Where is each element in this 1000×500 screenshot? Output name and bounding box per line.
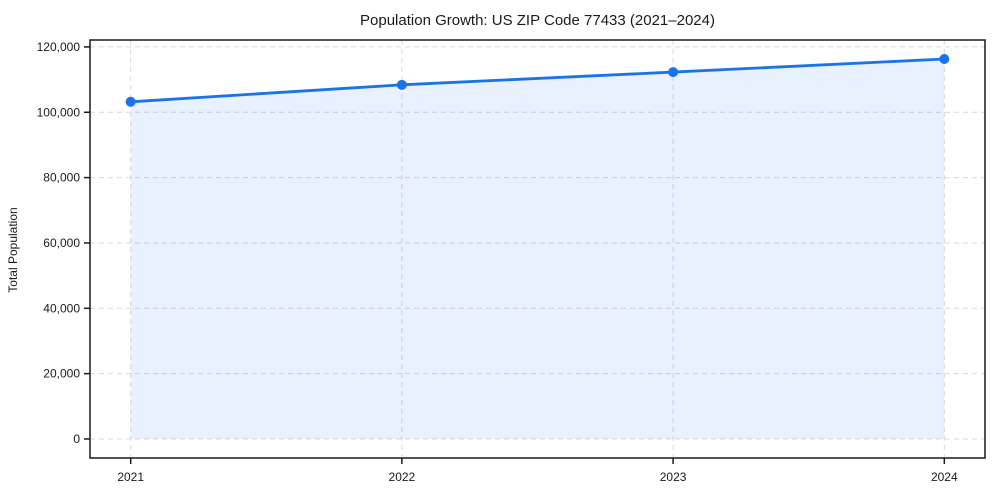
data-line bbox=[129, 57, 946, 104]
x-tick-label: 2023 bbox=[660, 470, 687, 484]
area-fill bbox=[130, 59, 945, 439]
y-tick-label: 20,000 bbox=[43, 367, 80, 381]
x-tick-label: 2021 bbox=[117, 470, 144, 484]
y-tick-label: 100,000 bbox=[37, 105, 81, 119]
data-point bbox=[668, 67, 679, 78]
y-tick-label: 80,000 bbox=[43, 171, 80, 185]
x-tick-label: 2022 bbox=[389, 470, 416, 484]
x-tick-label: 2024 bbox=[931, 470, 958, 484]
y-tick-label: 40,000 bbox=[43, 301, 80, 315]
y-tick-label: 60,000 bbox=[43, 236, 80, 250]
data-point bbox=[939, 54, 950, 64]
chart-title: Population Growth: US ZIP Code 77433 (20… bbox=[360, 12, 715, 29]
y-tick-label: 0 bbox=[73, 432, 80, 446]
data-point bbox=[125, 96, 136, 107]
y-tick-label: 120,000 bbox=[37, 40, 81, 54]
data-point bbox=[396, 79, 407, 90]
plot-spines bbox=[89, 39, 986, 459]
